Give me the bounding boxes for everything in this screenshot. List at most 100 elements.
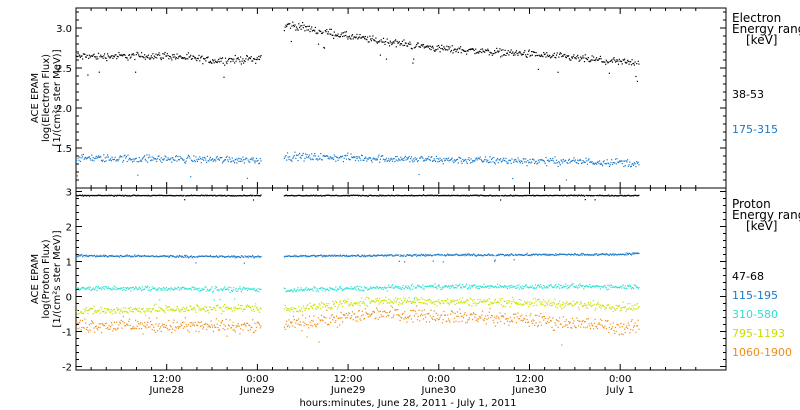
data-point xyxy=(422,45,424,47)
data-point xyxy=(94,157,97,159)
data-point xyxy=(512,195,514,197)
data-point xyxy=(482,300,484,302)
data-point xyxy=(136,255,138,257)
data-point xyxy=(430,286,432,288)
data-point xyxy=(441,195,443,197)
data-point xyxy=(593,163,595,165)
data-point xyxy=(226,288,228,290)
data-point xyxy=(432,47,434,49)
data-point xyxy=(292,255,294,258)
data-point xyxy=(125,289,127,292)
data-point xyxy=(299,289,301,291)
data-point xyxy=(611,59,613,61)
data-point xyxy=(627,303,629,305)
data-point xyxy=(195,289,197,291)
data-point xyxy=(409,287,411,289)
data-point xyxy=(210,308,212,310)
data-point xyxy=(480,285,482,288)
data-point xyxy=(187,257,190,259)
data-point xyxy=(624,254,626,256)
data-point xyxy=(199,156,201,158)
data-point xyxy=(534,287,536,289)
data-point xyxy=(318,29,320,31)
data-point xyxy=(201,255,203,257)
data-point xyxy=(633,194,635,196)
data-point xyxy=(288,308,290,310)
data-point xyxy=(206,195,208,197)
data-point xyxy=(429,45,431,47)
data-point xyxy=(116,309,118,311)
data-point xyxy=(349,304,351,306)
data-point xyxy=(501,298,503,300)
data-point xyxy=(250,194,252,196)
data-point xyxy=(329,317,331,319)
data-point xyxy=(388,42,390,44)
data-point xyxy=(176,160,178,162)
data-point xyxy=(213,62,215,64)
data-point xyxy=(422,157,424,159)
data-point xyxy=(542,159,544,161)
data-point xyxy=(147,285,149,287)
data-point xyxy=(215,286,217,288)
data-point xyxy=(157,325,159,327)
data-point xyxy=(373,195,375,197)
data-point xyxy=(449,46,451,48)
data-point xyxy=(394,286,396,288)
data-point xyxy=(529,158,531,161)
data-point xyxy=(314,30,316,32)
data-point xyxy=(483,283,485,285)
data-point xyxy=(453,300,456,302)
data-point xyxy=(469,304,471,307)
data-point xyxy=(146,308,148,310)
data-point xyxy=(314,304,316,306)
data-point xyxy=(602,304,604,306)
data-point xyxy=(183,159,185,161)
data-point xyxy=(175,288,177,290)
data-point xyxy=(227,324,230,326)
data-point xyxy=(626,62,628,64)
data-point xyxy=(335,34,337,36)
data-point xyxy=(85,158,87,160)
data-point xyxy=(614,308,616,310)
data-point xyxy=(83,287,85,289)
data-point xyxy=(562,301,564,304)
data-point xyxy=(577,284,580,286)
data-point xyxy=(581,254,583,256)
data-point xyxy=(93,288,95,290)
data-point xyxy=(159,328,161,330)
data-point xyxy=(111,254,113,256)
data-point xyxy=(317,43,320,45)
data-point xyxy=(636,162,638,164)
data-point xyxy=(447,253,449,255)
data-point xyxy=(230,195,233,197)
data-point xyxy=(628,252,630,254)
data-point xyxy=(539,55,541,57)
data-point xyxy=(90,194,92,196)
data-point xyxy=(249,195,251,197)
data-point xyxy=(620,286,622,288)
data-point xyxy=(577,162,580,165)
data-point xyxy=(218,158,220,160)
data-point xyxy=(148,310,150,312)
data-point xyxy=(448,304,450,306)
data-point xyxy=(291,25,293,27)
data-point xyxy=(456,287,458,289)
data-point xyxy=(152,324,154,326)
data-point xyxy=(148,287,150,289)
data-point xyxy=(385,287,387,289)
data-point xyxy=(537,159,539,161)
data-point xyxy=(174,56,176,58)
data-point xyxy=(143,57,145,59)
data-point xyxy=(320,32,323,34)
data-point xyxy=(237,157,239,159)
data-point xyxy=(93,305,95,308)
data-point xyxy=(115,312,117,314)
data-point xyxy=(212,291,214,293)
data-point xyxy=(376,195,378,197)
data-point xyxy=(162,286,165,289)
data-point xyxy=(379,316,381,318)
data-point xyxy=(574,195,576,197)
data-point xyxy=(450,195,452,197)
data-point xyxy=(332,157,334,159)
data-point xyxy=(437,161,439,163)
